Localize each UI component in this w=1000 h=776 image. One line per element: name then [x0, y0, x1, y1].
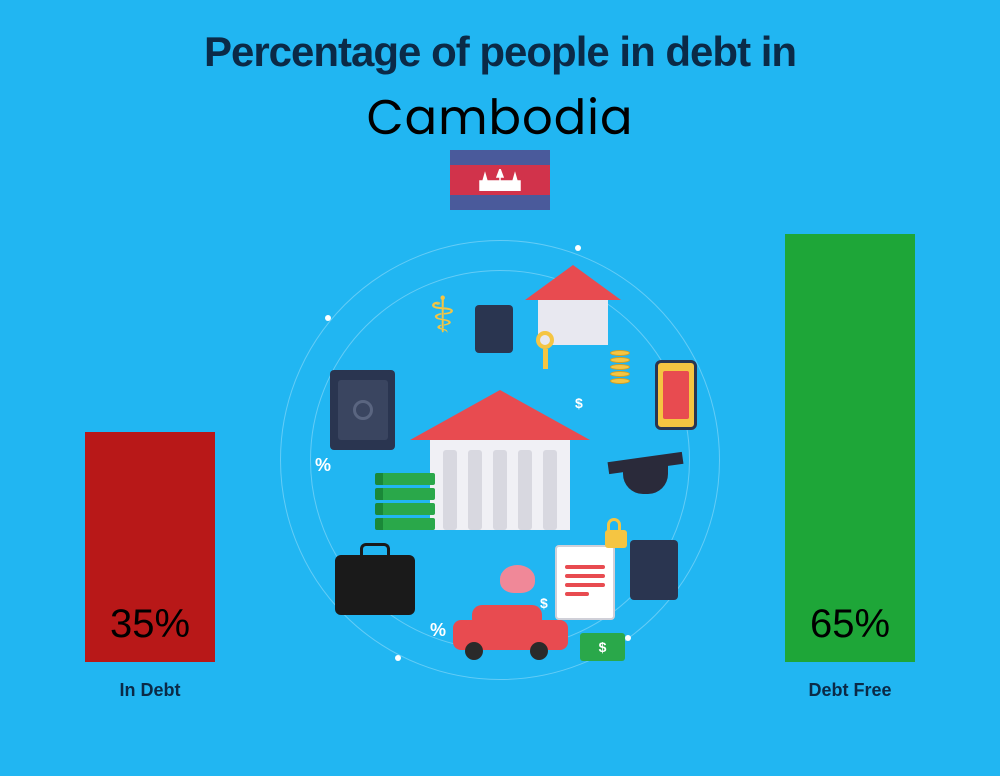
orbit-dot: [625, 635, 631, 641]
piggy-bank-icon: [500, 565, 535, 593]
flag-stripe-bottom: [450, 195, 550, 210]
percent-icon: %: [315, 455, 331, 476]
graduation-cap-icon: [605, 450, 685, 500]
bank-icon: [420, 400, 580, 540]
coins-icon: [590, 340, 650, 395]
dollar-sign-icon: $: [540, 595, 548, 611]
dollar-bill-icon: $: [580, 633, 625, 661]
key-icon: [530, 330, 560, 370]
calculator-icon: [630, 540, 678, 600]
phone-icon: [655, 360, 697, 430]
safe-icon: [330, 370, 395, 450]
bar-rect-debt-free: 65%: [785, 234, 915, 662]
cambodia-flag: [450, 150, 550, 210]
caduceus-icon: ⚕: [425, 280, 460, 350]
clipboard-icon: [555, 545, 615, 620]
bar-value-in-debt: 35%: [110, 602, 190, 647]
cash-stack-icon: [370, 470, 440, 535]
dollar-sign-icon: $: [575, 395, 583, 411]
bar-debt-free: 65% Debt Free: [785, 234, 915, 701]
title-line2: Cambodia: [0, 82, 1000, 154]
angkor-wat-icon: [475, 169, 525, 191]
bar-label-debt-free: Debt Free: [808, 680, 891, 701]
briefcase-icon: [335, 555, 415, 615]
car-icon: [450, 605, 570, 660]
flag-stripe-mid: [450, 165, 550, 195]
percent-icon: %: [430, 620, 446, 641]
flag-stripe-top: [450, 150, 550, 165]
finance-icons-graphic: ⚕ $ % % $ $: [275, 235, 725, 685]
orbit-dot: [575, 245, 581, 251]
orbit-dot: [395, 655, 401, 661]
bar-value-debt-free: 65%: [810, 602, 890, 647]
bar-label-in-debt: In Debt: [120, 680, 181, 701]
bar-rect-in-debt: 35%: [85, 432, 215, 662]
bar-in-debt: 35% In Debt: [85, 432, 215, 701]
orbit-dot: [325, 315, 331, 321]
padlock-icon: [605, 520, 627, 548]
calculator-small-icon: [475, 305, 513, 353]
title-line1: Percentage of people in debt in: [0, 28, 1000, 76]
